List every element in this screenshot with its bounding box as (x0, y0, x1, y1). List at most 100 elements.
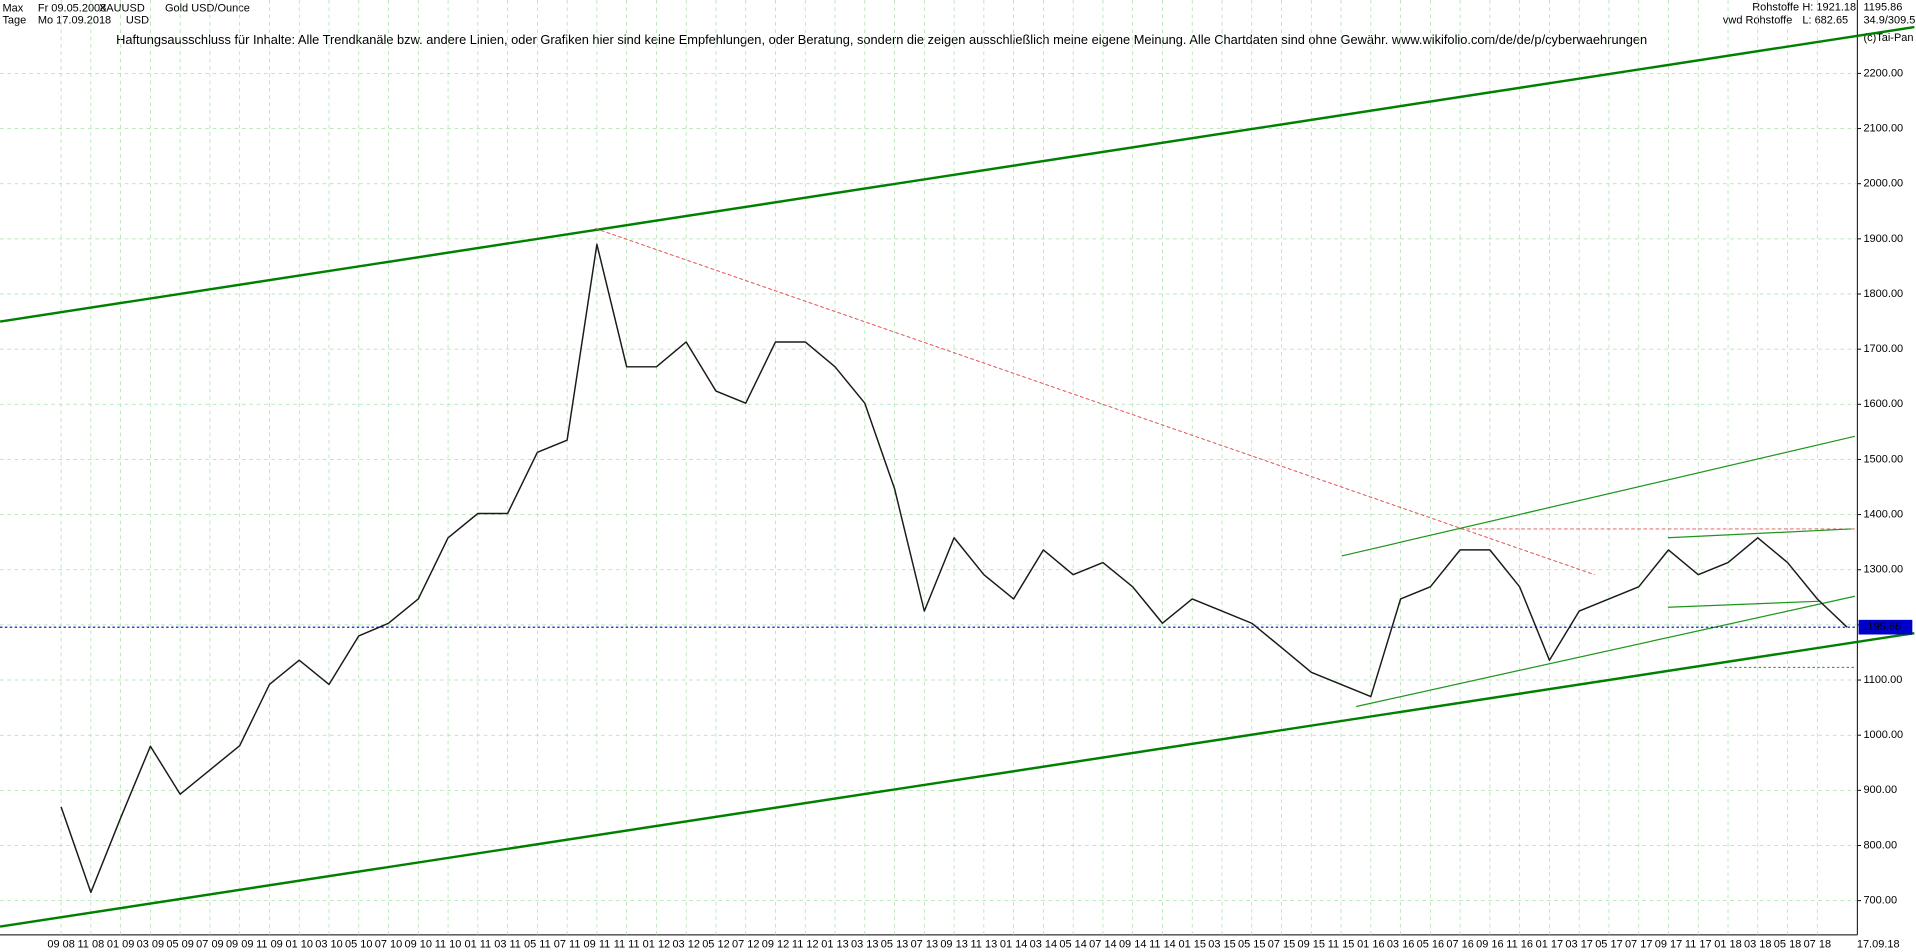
y-tick-label: 1400.00 (1863, 509, 1903, 521)
y-tick-label: 900.00 (1863, 784, 1897, 796)
x-tick-label: 11 10 (435, 939, 462, 951)
ratio: 34.9/309.5 (1863, 15, 1915, 27)
x-tick-label: 01 18 (1714, 939, 1742, 951)
y-tick-label: 1000.00 (1863, 729, 1903, 741)
x-tick-label: 11 17 (1685, 939, 1712, 951)
low: L: 682.65 (1802, 15, 1848, 27)
x-tick-label: 07 11 (554, 939, 581, 951)
y-tick-label: 1700.00 (1863, 343, 1903, 355)
trend-line (1667, 528, 1852, 539)
trend-line (0, 25, 1915, 323)
x-tick-label: 03 17 (1565, 939, 1593, 951)
x-tick-label: 09 09 (226, 939, 254, 951)
x-tick-label: 05 13 (881, 939, 909, 951)
x-tick-label: 05 11 (524, 939, 551, 951)
x-tick-label: 01 17 (1536, 939, 1564, 951)
price-line (60, 243, 1848, 894)
y-tick-label: 1300.00 (1863, 564, 1903, 576)
x-tick-label: 03 12 (672, 939, 700, 951)
x-tick-label: 11 12 (792, 939, 819, 951)
x-tick-label: 07 18 (1804, 939, 1832, 951)
x-tick-label: 03 16 (1387, 939, 1415, 951)
x-tick-label: 11 15 (1328, 939, 1355, 951)
y-tick-label: 1100.00 (1863, 674, 1902, 686)
x-tick-label: 01 15 (1178, 939, 1206, 951)
x-tick-label: 01 14 (1000, 939, 1028, 951)
y-tick-label: 1600.00 (1863, 398, 1903, 410)
trend-line (1341, 435, 1855, 557)
y-tick-label: 2100.00 (1863, 122, 1903, 134)
range[interactable]: Max (2, 3, 23, 15)
x-tick-label: 11 08 (78, 939, 105, 951)
x-tick-label: 07 15 (1268, 939, 1296, 951)
x-tick-label: 01 12 (643, 939, 671, 951)
x-tick-label: 09 11 (584, 939, 611, 951)
x-tick-label: 03 14 (1030, 939, 1058, 951)
x-tick-label: 07 13 (911, 939, 939, 951)
x-tick-label: 09 14 (1119, 939, 1147, 951)
x-tick-label: 03 09 (137, 939, 165, 951)
x-tick-label: 05 10 (345, 939, 373, 951)
disclaimer: Haftungsausschluss für Inhalte: Alle Tre… (116, 32, 1647, 47)
x-tick-label: 05 17 (1595, 939, 1623, 951)
x-tick-label: 11 11 (614, 939, 640, 951)
x-tick-label: 03 10 (315, 939, 343, 951)
trend-line (594, 227, 1595, 576)
x-tick-label: 09 12 (762, 939, 790, 951)
x-tick-label: 11 14 (1149, 939, 1176, 951)
y-tick-label: 2200.00 (1863, 67, 1903, 79)
period[interactable]: Tage (2, 15, 26, 27)
group: Rohstoffe (1752, 1, 1799, 13)
x-tick-label: 01 10 (285, 939, 313, 951)
from-date: Fr 09.05.2008 (38, 3, 106, 15)
copyright: (c)Tai-Pan (1863, 32, 1913, 44)
y-tick-label: 2000.00 (1863, 178, 1903, 190)
x-tick-label: 01 13 (821, 939, 849, 951)
x-tick-label: 05 16 (1417, 939, 1445, 951)
x-tick-label: 09 15 (1298, 939, 1326, 951)
chart-title: Gold USD/Ounce (165, 3, 250, 15)
x-tick-label: 01 16 (1357, 939, 1385, 951)
y-tick-label: 800.00 (1863, 839, 1897, 851)
x-tick-label: 11 09 (256, 939, 283, 951)
high: H: 1921.18 (1802, 1, 1856, 13)
x-tick-label: 07 16 (1446, 939, 1474, 951)
x-tick-label: 09 08 (47, 939, 75, 951)
x-tick-label: 05 15 (1238, 939, 1265, 951)
y-tick-label: 1800.00 (1863, 288, 1903, 300)
source: vwd Rohstoffe (1723, 15, 1792, 27)
x-tick-label: 09 16 (1476, 939, 1504, 951)
last-price: 1195.86 (1863, 1, 1902, 13)
x-tick-label: 11 16 (1506, 939, 1533, 951)
trend-line (0, 631, 1915, 928)
x-tick-label: 03 13 (851, 939, 879, 951)
last-price-box (1858, 619, 1913, 635)
symbol: XAUUSD (99, 3, 145, 15)
x-tick-label: 11 13 (971, 939, 998, 951)
x-tick-label: 03 18 (1744, 939, 1772, 951)
x-tick-label: 05 18 (1774, 939, 1802, 951)
trend-line (1356, 595, 1855, 708)
x-tick-label: 07 14 (1089, 939, 1117, 951)
x-tick-label: 05 12 (702, 939, 730, 951)
x-tick-label: 17.09.18 (1857, 939, 1900, 951)
x-tick-label: 01 09 (107, 939, 134, 951)
x-tick-label: 09 17 (1655, 939, 1683, 951)
x-tick-label: 07 17 (1625, 939, 1653, 951)
x-tick-label: 03 15 (1208, 939, 1236, 951)
x-tick-label: 09 13 (940, 939, 968, 951)
x-tick-label: 07 12 (732, 939, 760, 951)
x-tick-label: 09 10 (405, 939, 433, 951)
to-date: Mo 17.09.2018 (38, 15, 111, 27)
x-tick-label: 05 14 (1059, 939, 1087, 951)
x-tick-label: 03 11 (494, 939, 521, 951)
last-price-label: 1195.86 (1862, 621, 1901, 633)
y-tick-label: 1500.00 (1863, 453, 1903, 465)
currency: USD (126, 15, 149, 27)
x-tick-label: 07 10 (375, 939, 403, 951)
x-tick-label: 05 09 (166, 939, 194, 951)
trend-line (1667, 600, 1821, 608)
